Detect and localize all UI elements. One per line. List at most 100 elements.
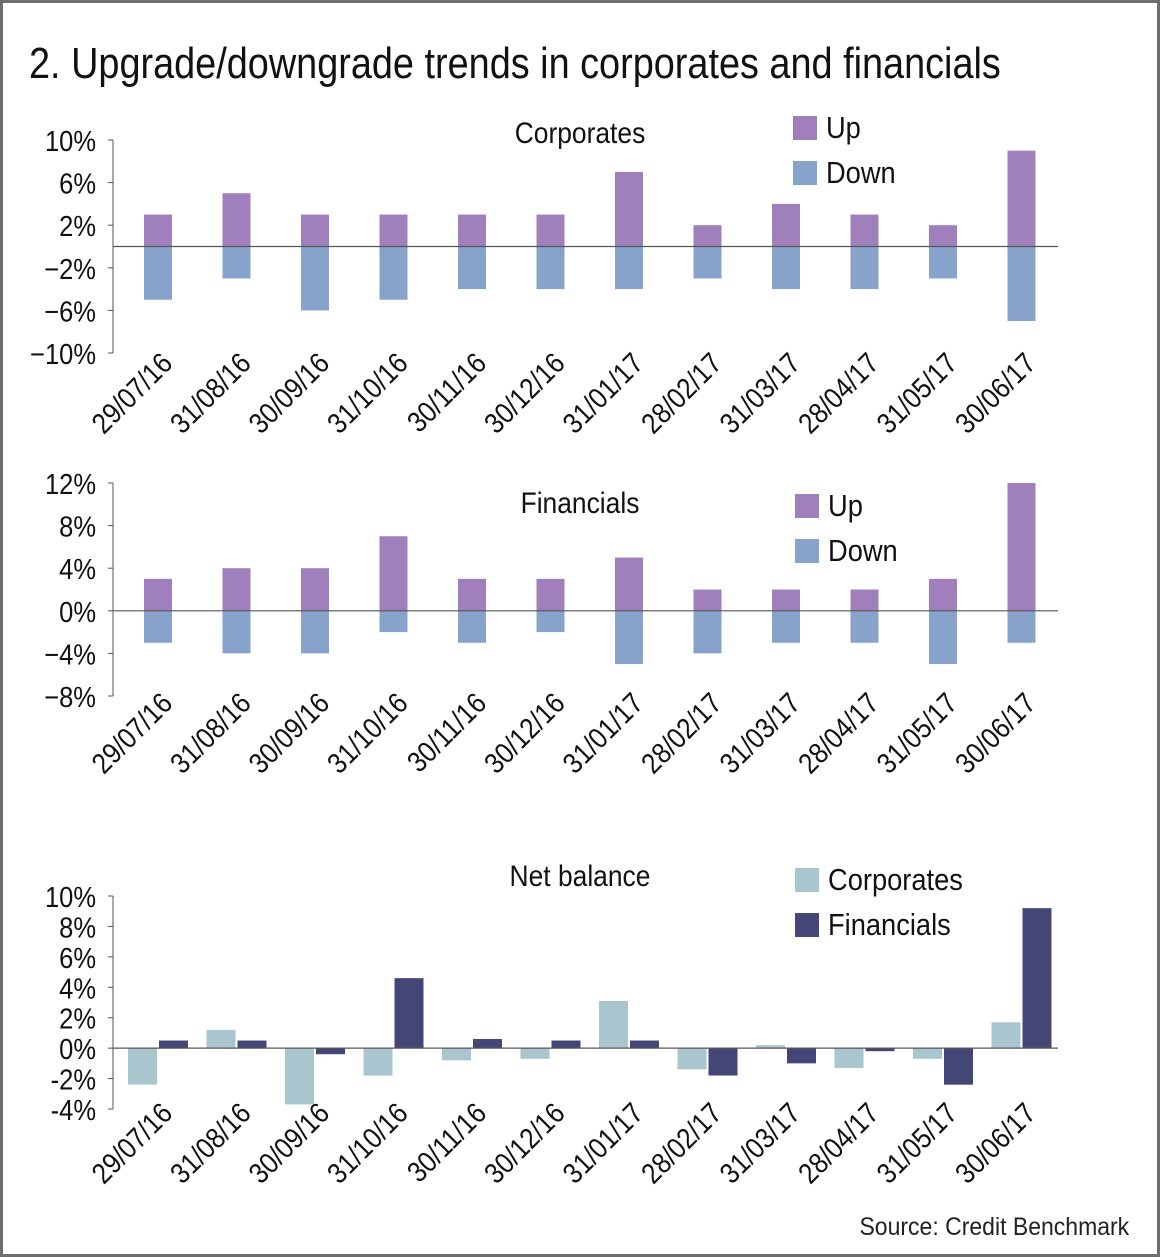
bar-down-31-01-17 — [615, 246, 643, 290]
x-tick-label: 31/01/17 — [556, 1096, 649, 1189]
bar-down-28-04-17 — [850, 246, 879, 290]
x-tick-label: 31/08/16 — [164, 1096, 257, 1189]
charts-canvas: Corporates10%6%2%−2%−6%−10%29/07/1631/08… — [30, 111, 1058, 1190]
bar-up-31-10-16 — [379, 536, 408, 611]
bar-down-28-02-17 — [693, 246, 722, 279]
bar-down-31-01-17 — [615, 610, 643, 665]
bar-up-31-05-17 — [929, 225, 957, 247]
y-tick-label: −4% — [44, 638, 96, 671]
x-tick-label: 31/03/17 — [713, 1096, 806, 1189]
bar-down-29-07-16 — [144, 246, 172, 300]
bar-down-30-12-16 — [536, 246, 565, 290]
bar-up-31-05-17 — [929, 578, 957, 611]
bar-up-28-04-17 — [850, 214, 879, 247]
bar-down-28-02-17 — [693, 610, 722, 654]
x-tick-label: 31/10/16 — [321, 1096, 414, 1189]
x-tick-label: 28/02/17 — [635, 1096, 728, 1189]
y-tick-label: −8% — [44, 680, 96, 713]
legend-label-up: Up — [828, 489, 863, 523]
x-tick-label: 30/06/17 — [949, 1096, 1042, 1189]
y-tick-label: 2% — [59, 210, 96, 243]
bar-up-30-12-16 — [536, 214, 565, 247]
bar-down-30-09-16 — [301, 610, 329, 654]
bar-down-31-10-16 — [379, 246, 408, 300]
x-tick-label: 30/12/16 — [478, 346, 571, 439]
legend-label-down: Down — [828, 534, 898, 568]
bar-up-31-08-16 — [222, 568, 251, 611]
x-tick-label: 31/01/17 — [556, 346, 649, 439]
y-tick-label: 4% — [59, 553, 96, 586]
y-tick-label: −10% — [30, 337, 96, 370]
x-tick-label: 31/10/16 — [321, 346, 414, 439]
y-tick-label: 2% — [59, 1002, 96, 1035]
bar-up-29-07-16 — [144, 214, 172, 247]
legend-swatch-down — [795, 539, 819, 563]
bar-corporates-29-07-16 — [128, 1048, 157, 1085]
bar-up-31-03-17 — [772, 589, 800, 611]
bar-corporates-28-04-17 — [834, 1048, 864, 1068]
x-tick-label: 31/05/17 — [870, 346, 963, 439]
y-tick-label: 4% — [59, 972, 96, 1005]
chart-title: Corporates — [515, 115, 646, 149]
bar-corporates-31-03-17 — [756, 1045, 785, 1049]
legend-swatch-financials — [795, 913, 819, 937]
bar-corporates-30-11-16 — [442, 1048, 471, 1061]
bar-corporates-30-09-16 — [285, 1048, 314, 1105]
x-tick-label: 29/07/16 — [85, 686, 178, 779]
x-tick-label: 28/04/17 — [792, 346, 885, 439]
bar-financials-31-01-17 — [630, 1040, 659, 1049]
bar-corporates-31-05-17 — [913, 1048, 942, 1059]
bar-up-31-10-16 — [379, 214, 408, 247]
bar-down-28-04-17 — [850, 610, 879, 643]
x-tick-label: 31/05/17 — [870, 686, 963, 779]
bar-down-31-03-17 — [772, 610, 800, 643]
bar-financials-30-11-16 — [473, 1039, 502, 1049]
y-tick-label: 10% — [45, 880, 96, 913]
x-tick-label: 31/10/16 — [321, 686, 414, 779]
bar-financials-31-05-17 — [944, 1048, 973, 1085]
bar-up-29-07-16 — [144, 578, 172, 611]
bar-down-29-07-16 — [144, 610, 172, 643]
bar-down-30-09-16 — [301, 246, 329, 311]
y-tick-label: -4% — [51, 1093, 96, 1126]
source-note: Source: Credit Benchmark — [859, 1213, 1129, 1241]
bar-up-31-01-17 — [615, 557, 643, 611]
x-tick-label: 28/04/17 — [792, 686, 885, 779]
bar-financials-30-09-16 — [316, 1048, 345, 1055]
y-tick-label: 10% — [45, 124, 96, 157]
x-tick-label: 31/01/17 — [556, 686, 649, 779]
bar-financials-28-02-17 — [708, 1048, 738, 1076]
bar-up-28-02-17 — [693, 225, 722, 247]
x-tick-label: 28/04/17 — [792, 1096, 885, 1189]
bar-up-28-04-17 — [850, 589, 879, 611]
x-tick-label: 31/08/16 — [164, 686, 257, 779]
bar-down-30-11-16 — [458, 246, 486, 290]
bar-financials-30-12-16 — [551, 1040, 581, 1049]
x-tick-label: 31/08/16 — [164, 346, 257, 439]
bar-up-30-06-17 — [1007, 150, 1036, 247]
bar-up-28-02-17 — [693, 589, 722, 611]
bar-up-30-09-16 — [301, 568, 329, 611]
y-tick-label: −6% — [44, 295, 96, 328]
x-tick-label: 30/11/16 — [400, 686, 492, 778]
x-tick-label: 30/06/17 — [949, 346, 1042, 439]
bar-down-31-03-17 — [772, 246, 800, 290]
legend-swatch-corporates — [795, 868, 819, 892]
bar-financials-31-08-16 — [237, 1040, 267, 1049]
y-tick-label: 0% — [59, 1033, 96, 1066]
bar-down-30-12-16 — [536, 610, 565, 633]
bar-up-31-01-17 — [615, 171, 643, 247]
x-tick-label: 30/09/16 — [242, 686, 335, 779]
x-tick-label: 29/07/16 — [85, 1096, 178, 1189]
chart-corporates: Corporates 10% 6% 2% −2% −6% −10%29/07/1631/08… — [30, 111, 1058, 440]
bar-corporates-31-01-17 — [599, 1000, 628, 1049]
bar-up-30-09-16 — [301, 214, 329, 247]
x-tick-label: 30/11/16 — [400, 1096, 492, 1188]
legend-swatch-up — [793, 116, 817, 140]
legend-label-financials: Financials — [828, 908, 951, 942]
bar-down-31-05-17 — [929, 246, 957, 279]
x-tick-label: 30/09/16 — [242, 1096, 335, 1189]
x-tick-label: 31/03/17 — [713, 686, 806, 779]
bar-down-31-08-16 — [222, 610, 251, 654]
y-tick-label: -2% — [51, 1063, 96, 1096]
